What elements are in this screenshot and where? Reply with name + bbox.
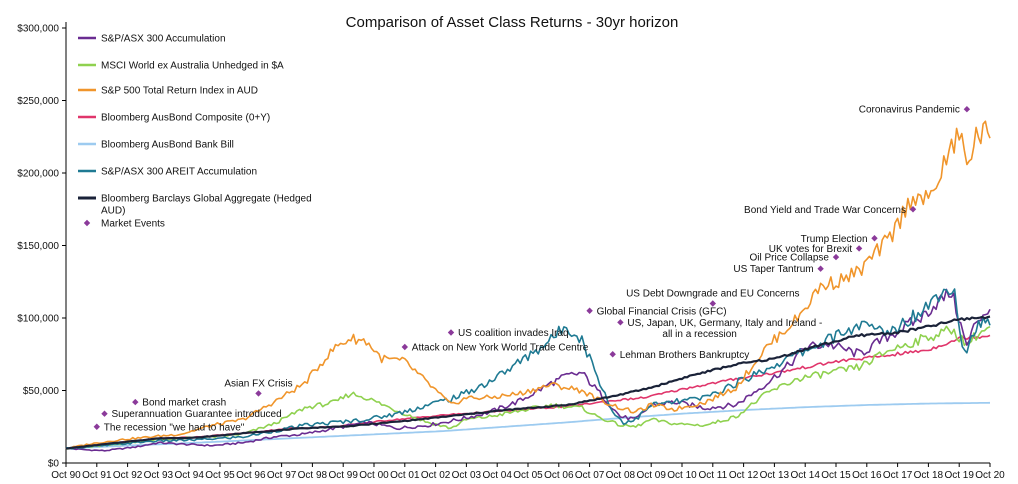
market-event-label: Asian FX Crisis	[224, 378, 292, 389]
x-tick-label: Oct 97	[267, 470, 297, 481]
x-tick-label: Oct 02	[421, 470, 451, 481]
x-tick-label: Oct 92	[113, 470, 143, 481]
x-axis: Oct 90 Oct 91 Oct 92 Oct 93 Oct 94 Oct 95 Oct …	[51, 462, 1005, 481]
market-event-label: Oil Price Collapse	[750, 253, 830, 264]
market-event-marker	[609, 351, 616, 358]
x-tick-label: Oct 99	[328, 470, 358, 481]
x-tick-label: Oct 93	[144, 470, 174, 481]
legend-label: Bloomberg AusBond Bank Bill	[101, 140, 234, 151]
market-event-markers: The recession "we had to have" Superannua…	[93, 105, 971, 433]
series-line-6	[65, 315, 991, 450]
x-tick-label: Oct 11	[698, 470, 727, 481]
x-tick-label: Oct 05	[513, 470, 543, 481]
market-event-marker	[832, 253, 840, 261]
market-event-marker	[855, 245, 863, 252]
y-tick-label: $300,000	[17, 24, 59, 35]
x-tick-label: Oct 09	[636, 470, 666, 481]
chart-title: Comparison of Asset Class Returns - 30yr…	[346, 14, 679, 31]
y-tick-label: $0	[48, 459, 60, 470]
market-event-marker	[101, 410, 108, 417]
x-tick-label: Oct 13	[760, 470, 790, 481]
series-line-0	[65, 288, 991, 452]
legend-label: Bloomberg AusBond Composite (0+Y)	[101, 113, 270, 124]
x-tick-label: Oct 00	[359, 470, 389, 481]
x-tick-label: Oct 91	[82, 470, 112, 481]
market-event-marker	[871, 235, 878, 242]
x-tick-label: Oct 94	[174, 470, 204, 481]
x-tick-label: Oct 20	[975, 470, 1005, 481]
market-event-label: The recession "we had to have"	[104, 422, 245, 433]
legend-label: S&P/ASX 300 Accumulation	[101, 34, 226, 45]
x-tick-label: Oct 04	[482, 470, 512, 481]
y-tick-label: $150,000	[17, 241, 59, 252]
x-tick-label: Oct 14	[790, 470, 820, 481]
legend-label: S&P 500 Total Return Index in AUD	[101, 86, 258, 97]
market-event-label: US Debt Downgrade and EU Concerns	[626, 289, 799, 300]
market-event-marker	[617, 319, 624, 326]
series-line-2	[65, 120, 991, 450]
market-event-label: Superannuation Guarantee introduced	[112, 409, 282, 420]
market-event-label: Coronavirus Pandemic	[859, 105, 960, 116]
market-event-label: UK votes for Brexit	[769, 244, 853, 255]
series-lines	[65, 120, 991, 452]
x-tick-label: Oct 03	[452, 470, 482, 481]
legend-label: MSCI World ex Australia Unhedged in $A	[101, 61, 284, 72]
market-event-marker	[255, 390, 262, 397]
market-event-marker	[817, 265, 824, 272]
x-tick-label: Oct 18	[914, 470, 944, 481]
market-event-marker	[447, 329, 455, 336]
market-event-marker	[401, 343, 408, 351]
legend-label: Bloomberg Barclays Global Aggregate (Hed…	[101, 194, 312, 217]
legend-label: Market Events	[101, 219, 165, 230]
y-tick-label: $100,000	[17, 314, 59, 325]
market-event-label: Attack on New York World Trade Centre	[412, 343, 589, 354]
x-tick-label: Oct 98	[298, 470, 328, 481]
market-event-marker	[909, 206, 917, 213]
y-tick-label: $250,000	[17, 96, 59, 107]
market-event-label: US coalition invades Iraq	[458, 328, 569, 339]
market-event-label: Bond Yield and Trade War Concerns	[744, 205, 906, 216]
market-event-label: Lehman Brothers Bankruptcy	[620, 350, 750, 361]
market-event-marker	[709, 300, 716, 307]
x-tick-label: Oct 90	[51, 470, 81, 481]
market-event-label: US, Japan, UK, Germany, Italy and Irelan…	[627, 318, 822, 340]
x-tick-label: Oct 17	[883, 470, 913, 481]
market-event-label: US Taper Tantrum	[733, 264, 813, 275]
x-tick-label: Oct 95	[205, 470, 235, 481]
series-line-4	[65, 401, 991, 450]
chart-legend: S&P/ASX 300 Accumulation MSCI World ex Au…	[78, 34, 312, 230]
x-tick-label: Oct 19	[944, 470, 974, 481]
x-tick-label: Oct 15	[821, 470, 851, 481]
market-event-label: Trump Election	[801, 234, 868, 245]
series-line-5	[66, 288, 991, 450]
market-event-marker	[586, 307, 593, 314]
y-axis: $0 $50,000 $100,000 $150,000 $200,000 $250,00…	[17, 22, 67, 470]
market-event-label: Global Financial Crisis (GFC)	[597, 306, 727, 317]
x-tick-label: Oct 16	[852, 470, 882, 481]
x-tick-label: Oct 06	[544, 470, 574, 481]
x-tick-label: Oct 12	[729, 470, 759, 481]
y-tick-label: $50,000	[23, 386, 60, 397]
market-event-marker	[132, 398, 139, 406]
market-event-marker	[963, 106, 971, 113]
x-tick-label: Oct 96	[236, 470, 266, 481]
x-tick-label: Oct 07	[575, 470, 605, 481]
x-tick-label: Oct 08	[606, 470, 636, 481]
x-tick-label: Oct 01	[390, 470, 420, 481]
legend-marker	[83, 219, 91, 227]
x-tick-label: Oct 10	[667, 470, 697, 481]
market-event-label: Bond market crash	[142, 398, 226, 409]
market-event-marker	[93, 423, 100, 430]
legend-label: S&P/ASX 300 AREIT Accumulation	[101, 167, 257, 178]
y-tick-label: $200,000	[17, 169, 59, 180]
